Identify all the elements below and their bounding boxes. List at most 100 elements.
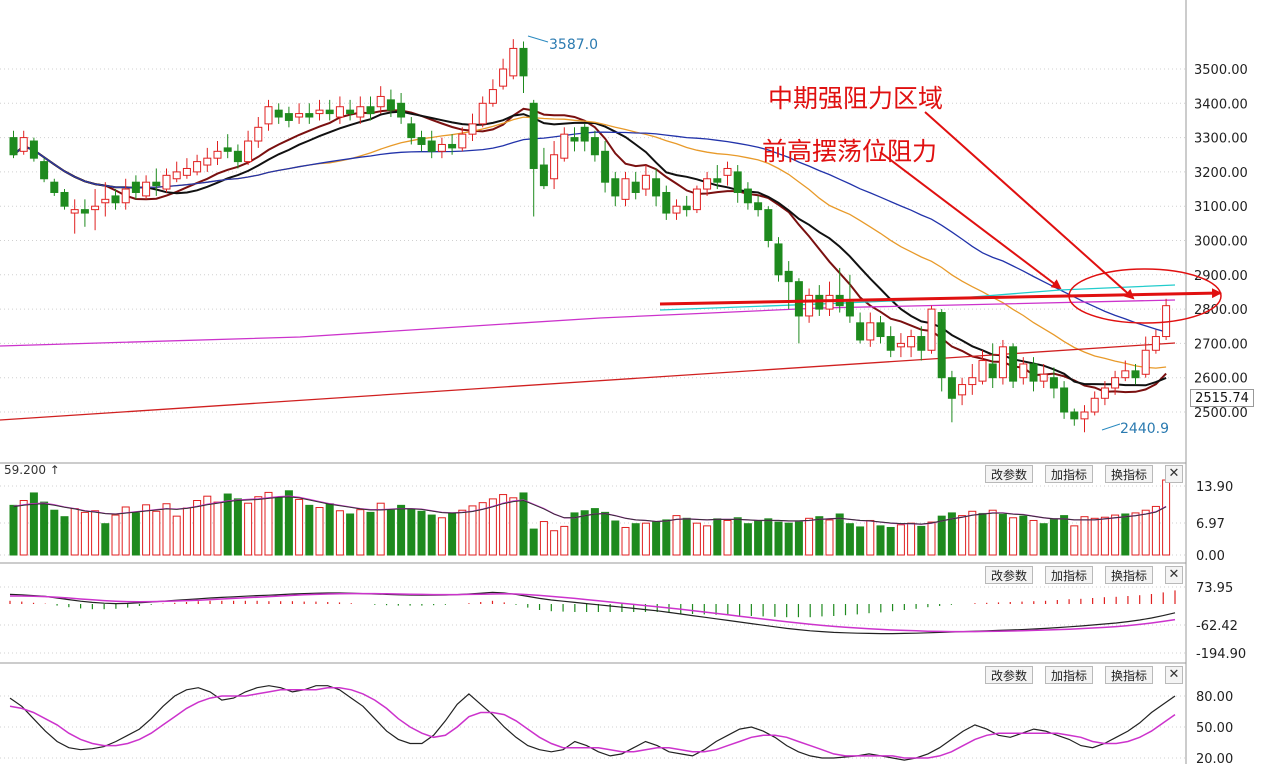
volume-bar-down	[845, 523, 854, 556]
volume-bar-down	[60, 516, 69, 556]
macd-close-icon[interactable]: ✕	[1165, 566, 1183, 584]
macd-params-button[interactable]: 改参数	[985, 566, 1034, 584]
volume-bar-down	[223, 493, 232, 556]
volume-bar-up	[1029, 519, 1038, 556]
low-marker-label: 2440.9	[1120, 421, 1169, 437]
volume-bar-up	[19, 500, 28, 556]
candle-down	[519, 47, 528, 77]
volume-bar-down	[947, 512, 956, 556]
ma20-line	[12, 110, 1167, 387]
volume-bar-up	[1131, 512, 1140, 556]
volume-close-icon[interactable]: ✕	[1165, 465, 1183, 483]
candle-up	[1100, 387, 1109, 399]
volume-add-indicator-button[interactable]: 加指标	[1045, 465, 1094, 483]
tick-label-price: 3000.00	[1194, 235, 1248, 250]
macd-add-indicator-button[interactable]: 加指标	[1045, 566, 1094, 584]
tick-label-kdj: 50.00	[1196, 721, 1233, 736]
candle-down	[111, 195, 120, 204]
candle-up	[172, 171, 181, 180]
candle-down	[274, 109, 283, 118]
volume-bar-down	[754, 520, 763, 556]
candle-down	[152, 181, 161, 187]
annotation-arrows	[659, 111, 1222, 324]
current-price-label: 2515.74	[1190, 389, 1254, 407]
candle-down	[733, 171, 742, 193]
candle-up	[692, 188, 701, 211]
candle-up	[70, 209, 79, 214]
candle-up	[672, 205, 681, 214]
candle-down	[682, 205, 691, 211]
macd-dea-line	[10, 592, 1176, 633]
volume-bar-up	[560, 525, 569, 556]
candle-up	[213, 150, 222, 159]
volume-bar-down	[917, 525, 926, 556]
candle-down	[131, 181, 140, 193]
tick-label-price: 3300.00	[1194, 132, 1248, 147]
volume-bar-up	[968, 510, 977, 556]
candle-up	[703, 178, 712, 190]
macd-swap-indicator-button[interactable]: 换指标	[1105, 566, 1154, 584]
ma120-line	[0, 299, 1176, 347]
volume-bar-up	[468, 505, 477, 556]
candle-up	[1019, 363, 1028, 379]
candle-down	[947, 377, 956, 399]
volume-swap-indicator-button[interactable]: 换指标	[1105, 465, 1154, 483]
candle-down	[611, 178, 620, 197]
volume-bar-down	[529, 528, 538, 556]
volume-bar-down	[601, 511, 610, 556]
volume-bar-up	[142, 504, 151, 556]
macd-panel	[9, 590, 1176, 635]
volume-bar-up	[376, 502, 385, 556]
candle-up	[1121, 370, 1130, 379]
candle-down	[856, 322, 865, 341]
volume-bar-down	[386, 509, 395, 556]
volume-bar-down	[346, 513, 355, 556]
volume-bar-up	[927, 521, 936, 556]
volume-bar-up	[478, 502, 487, 556]
kdj-close-icon[interactable]: ✕	[1165, 666, 1183, 684]
volume-bar-up	[641, 522, 650, 556]
candle-down	[448, 143, 457, 149]
volume-bar-up	[356, 509, 365, 556]
candle-down	[988, 363, 997, 379]
candle-down	[886, 336, 895, 351]
volume-ma2-line	[13, 496, 1167, 525]
volume-params-button[interactable]: 改参数	[985, 465, 1034, 483]
volume-bar-up	[152, 510, 161, 556]
tick-label-price: 3500.00	[1194, 63, 1248, 78]
volume-bar-up	[182, 507, 191, 556]
candle-down	[80, 209, 89, 214]
kdj-params-button[interactable]: 改参数	[985, 666, 1034, 684]
volume-bar-up	[550, 530, 559, 556]
candle-up	[356, 106, 365, 118]
volume-bar-up	[692, 522, 701, 556]
volume-bar-down	[743, 523, 752, 556]
tick-label-price: 2800.00	[1194, 303, 1248, 318]
volume-bar-up	[193, 500, 202, 556]
volume-bar-down	[580, 510, 589, 556]
candle-up	[907, 336, 916, 348]
candle-up	[621, 178, 630, 200]
volume-bar-up	[1162, 479, 1171, 556]
volume-bar-down	[50, 509, 59, 556]
volume-bar-down	[1019, 515, 1028, 556]
kdj-add-indicator-button[interactable]: 加指标	[1045, 666, 1094, 684]
volume-bar-up	[264, 491, 273, 556]
volume-bar-down	[611, 520, 620, 556]
candle-up	[264, 106, 273, 125]
volume-bar-down	[9, 504, 18, 556]
candle-up	[458, 133, 467, 149]
volume-bar-up	[437, 517, 446, 556]
volume-bar-down	[519, 492, 528, 556]
candle-up	[19, 137, 28, 152]
candle-up	[805, 294, 814, 317]
candle-up	[244, 140, 253, 163]
tick-label-volume: 6.97	[1196, 517, 1225, 532]
volume-bar-up	[162, 503, 171, 556]
kdj-swap-indicator-button[interactable]: 换指标	[1105, 666, 1154, 684]
low-marker-pointer	[1101, 423, 1121, 431]
volume-bar-down	[101, 523, 110, 556]
volume-bar-down	[662, 519, 671, 556]
candle-up	[101, 198, 110, 204]
extreme-markers: 3587.0 2440.9	[527, 35, 1169, 437]
